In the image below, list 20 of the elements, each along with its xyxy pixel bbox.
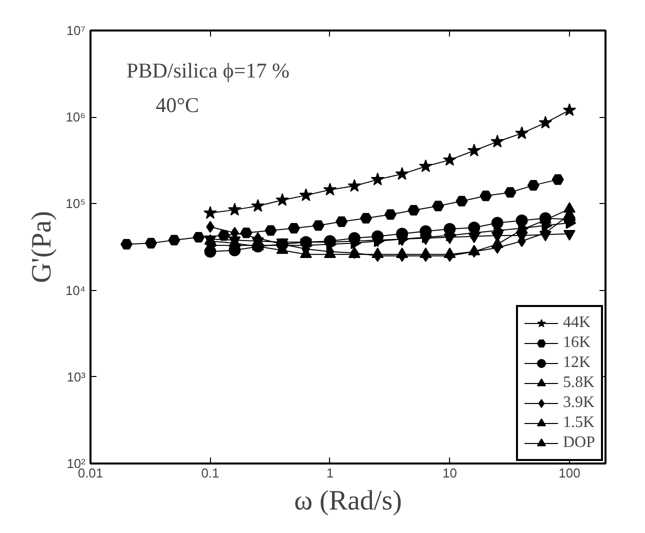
y-tick-label: 10⁵ [66,196,86,212]
x-tick-label: 100 [558,466,580,480]
annotation: PBD/silica ϕ=17 % [126,58,290,83]
y-tick-label: 10⁴ [65,282,86,298]
legend-label: 1.5K [562,413,595,433]
annotation: 40°C [156,93,200,118]
legend-label: 44K [562,313,591,333]
legend-label: 16K [562,333,591,353]
legend-label: 3.9K [562,393,595,413]
x-tick-label: 1 [326,466,334,480]
y-axis-title: G'(Pa) [26,211,58,283]
legend-label: 5.8K [562,373,595,393]
y-tick-label: 10⁷ [66,23,86,38]
x-tick-label: 10 [442,466,457,480]
y-tick-label: 10³ [66,369,86,384]
x-axis-title: ω (Rad/s) [294,486,402,516]
x-tick-label: 0.1 [201,466,220,480]
legend-label: DOP [562,433,595,453]
legend-label: 12K [562,353,591,373]
y-tick-label: 10⁶ [66,110,86,125]
